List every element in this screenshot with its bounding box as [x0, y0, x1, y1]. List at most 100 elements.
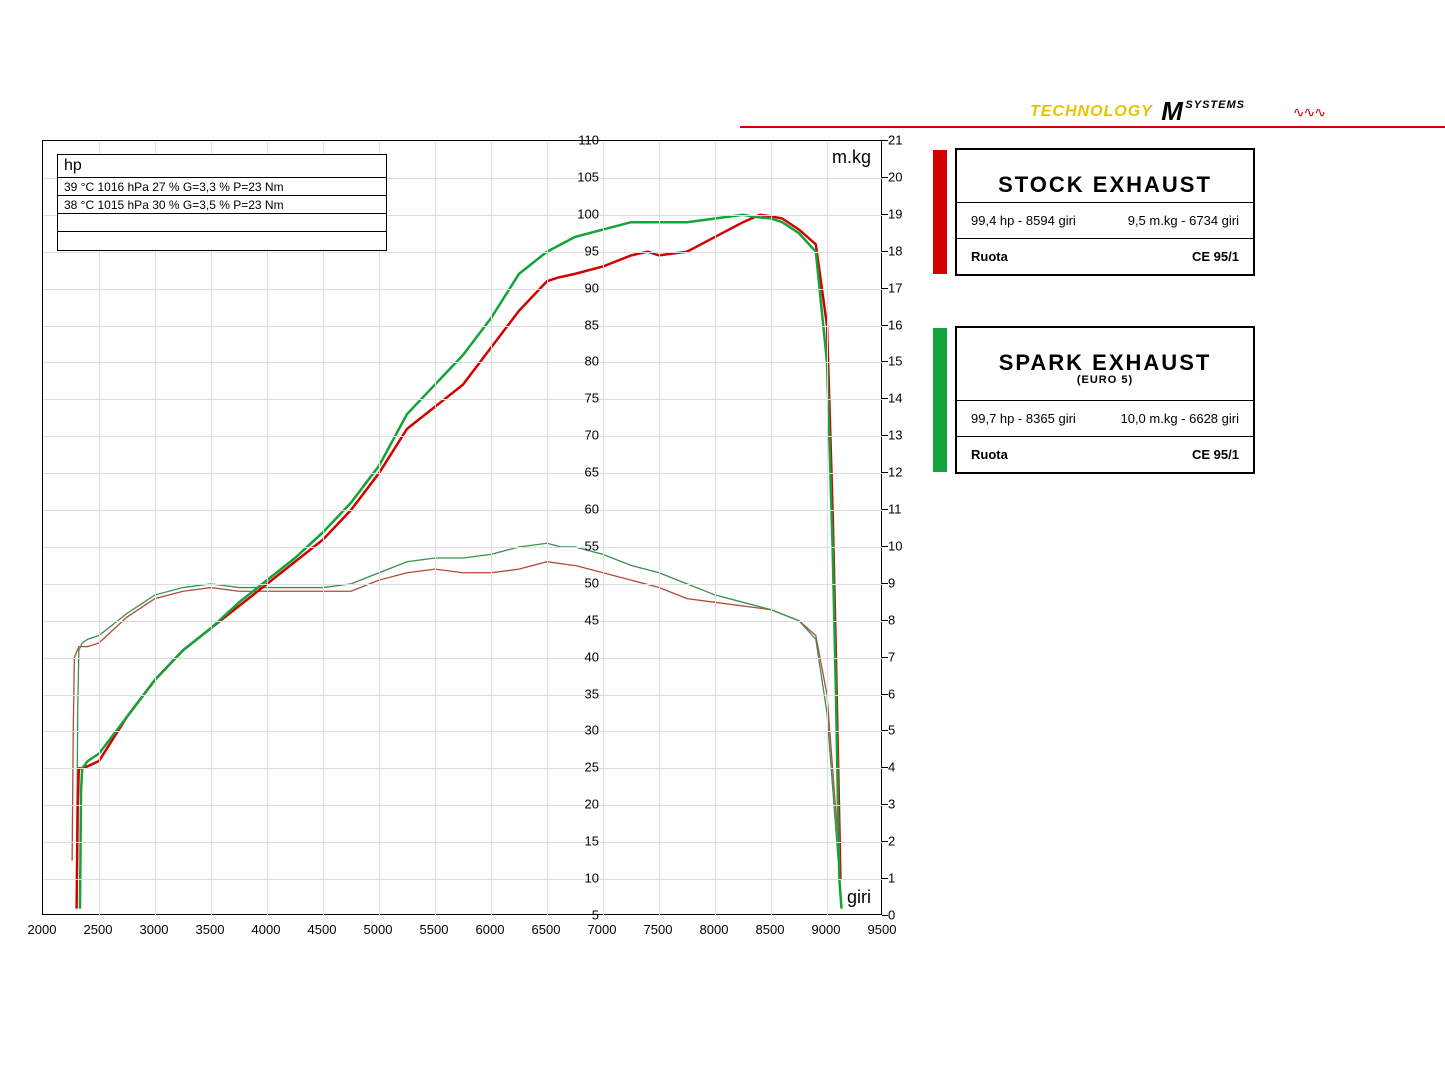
- y-right-tick-label: 7: [888, 649, 918, 664]
- y-right-tick-label: 16: [888, 317, 918, 332]
- y-left-tick-label: 100: [565, 206, 599, 221]
- x-tick-label: 9000: [796, 922, 856, 937]
- x-tick-label: 6000: [460, 922, 520, 937]
- gridline-horizontal: [43, 399, 883, 400]
- x-tick-label: 5000: [348, 922, 408, 937]
- x-tick-label: 9500: [852, 922, 912, 937]
- y-right-tick-label: 18: [888, 243, 918, 258]
- spark-card-title: SPARK EXHAUST: [957, 328, 1253, 376]
- gridline-vertical: [771, 141, 772, 916]
- x-tick-label: 8000: [684, 922, 744, 937]
- y-left-tick-label: 75: [565, 391, 599, 406]
- y-left-tick-label: 65: [565, 465, 599, 480]
- y-right-tick-label: 15: [888, 354, 918, 369]
- y-left-tick-label: 40: [565, 649, 599, 664]
- gridline-horizontal: [43, 436, 883, 437]
- x-tick-label: 3500: [180, 922, 240, 937]
- gridline-horizontal: [43, 879, 883, 880]
- gridline-horizontal: [43, 473, 883, 474]
- spark-color-bar: [933, 328, 947, 472]
- spark-card-subtitle: (EURO 5): [957, 374, 1253, 400]
- logo-technology-text: TECHNOLOGY: [1030, 103, 1153, 120]
- gridline-horizontal: [43, 510, 883, 511]
- x-tick-label: 4500: [292, 922, 352, 937]
- gridline-vertical: [659, 141, 660, 916]
- logo-systems-text: SYSTEMS: [1185, 99, 1245, 111]
- conditions-row: [58, 214, 386, 232]
- x-tick-label: 6500: [516, 922, 576, 937]
- gridline-horizontal: [43, 547, 883, 548]
- stock-color-bar: [933, 150, 947, 274]
- gridline-vertical: [715, 141, 716, 916]
- y-right-tick-label: 9: [888, 575, 918, 590]
- x-tick-label: 2000: [12, 922, 72, 937]
- conditions-row: 38 °C 1015 hPa 30 % G=3,5 % P=23 Nm: [58, 196, 386, 214]
- y-left-tick-label: 90: [565, 280, 599, 295]
- brand-logo: TECHNOLOGY M SYSTEMS: [1030, 96, 1245, 127]
- torque-curve-stock: [72, 562, 838, 861]
- stock-hp-value: 99,4 hp - 8594 giri: [971, 213, 1076, 228]
- y-right-tick-label: 3: [888, 797, 918, 812]
- y-right-tick-label: 11: [888, 502, 918, 517]
- torque-curve-spark: [77, 543, 839, 860]
- spark-torque-value: 10,0 m.kg - 6628 giri: [1120, 411, 1239, 426]
- conditions-table-header: hp: [58, 155, 386, 178]
- gridline-vertical: [211, 141, 212, 916]
- x-tick-label: 4000: [236, 922, 296, 937]
- gridline-horizontal: [43, 805, 883, 806]
- spark-ruota-label: Ruota: [971, 447, 1008, 462]
- dyno-chart-svg: [43, 141, 883, 916]
- y-left-tick-label: 10: [565, 871, 599, 886]
- stock-card-title: STOCK EXHAUST: [957, 150, 1253, 202]
- y-left-tick-label: 15: [565, 834, 599, 849]
- y-right-tick-label: 0: [888, 908, 918, 923]
- y-right-tick-label: 20: [888, 169, 918, 184]
- gridline-vertical: [267, 141, 268, 916]
- x-tick-label: 8500: [740, 922, 800, 937]
- gridline-horizontal: [43, 621, 883, 622]
- stock-exhaust-card: STOCK EXHAUST 99,4 hp - 8594 giri 9,5 m.…: [955, 148, 1255, 276]
- y-left-tick-label: 85: [565, 317, 599, 332]
- gridline-horizontal: [43, 695, 883, 696]
- gridline-vertical: [491, 141, 492, 916]
- y-left-tick-label: 35: [565, 686, 599, 701]
- y-right-tick-label: 17: [888, 280, 918, 295]
- spark-ce-label: CE 95/1: [1192, 447, 1239, 462]
- stock-torque-value: 9,5 m.kg - 6734 giri: [1128, 213, 1239, 228]
- y-left-tick-label: 30: [565, 723, 599, 738]
- y-left-tick-label: 110: [565, 133, 599, 148]
- stock-ruota-label: Ruota: [971, 249, 1008, 264]
- y-right-tick-label: 19: [888, 206, 918, 221]
- gridline-vertical: [99, 141, 100, 916]
- y-right-tick-label: 2: [888, 834, 918, 849]
- y-right-tick-label: 8: [888, 612, 918, 627]
- x-tick-label: 5500: [404, 922, 464, 937]
- y-left-tick-label: 80: [565, 354, 599, 369]
- gridline-vertical: [547, 141, 548, 916]
- x-axis-label: giri: [847, 887, 871, 908]
- spark-exhaust-card: SPARK EXHAUST (EURO 5) 99,7 hp - 8365 gi…: [955, 326, 1255, 474]
- y-right-tick-label: 5: [888, 723, 918, 738]
- stock-ce-label: CE 95/1: [1192, 249, 1239, 264]
- spark-hp-value: 99,7 hp - 8365 giri: [971, 411, 1076, 426]
- y-right-tick-label: 10: [888, 538, 918, 553]
- x-tick-label: 2500: [68, 922, 128, 937]
- gridline-vertical: [155, 141, 156, 916]
- gridline-vertical: [379, 141, 380, 916]
- conditions-row: 39 °C 1016 hPa 27 % G=3,3 % P=23 Nm: [58, 178, 386, 196]
- y-left-tick-label: 60: [565, 502, 599, 517]
- gridline-horizontal: [43, 252, 883, 253]
- gridline-horizontal: [43, 731, 883, 732]
- y-right-tick-label: 21: [888, 133, 918, 148]
- gridline-vertical: [827, 141, 828, 916]
- y-axis-right-label: m.kg: [832, 147, 871, 168]
- logo-wave-icon: ∿∿∿: [1293, 104, 1325, 121]
- conditions-table: hp 39 °C 1016 hPa 27 % G=3,3 % P=23 Nm 3…: [57, 154, 387, 251]
- y-left-tick-label: 50: [565, 575, 599, 590]
- gridline-horizontal: [43, 326, 883, 327]
- dyno-chart-plot: giri m.kg hp 39 °C 1016 hPa 27 % G=3,3 %…: [42, 140, 882, 915]
- gridline-horizontal: [43, 768, 883, 769]
- gridline-vertical: [323, 141, 324, 916]
- gridline-vertical: [435, 141, 436, 916]
- y-right-tick-label: 12: [888, 465, 918, 480]
